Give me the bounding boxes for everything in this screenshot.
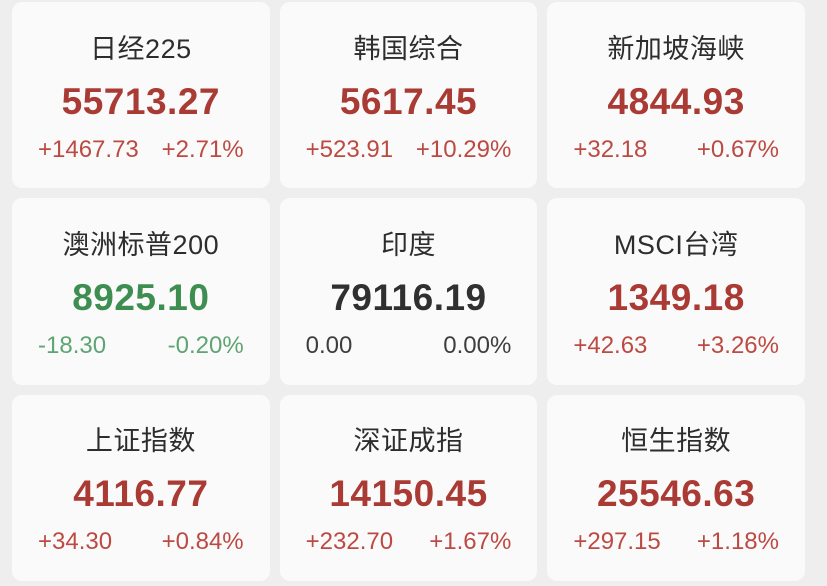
index-value: 25546.63 <box>596 473 756 515</box>
index-value: 8925.10 <box>72 276 210 318</box>
index-change-row: +34.30 +0.84% <box>12 528 270 556</box>
index-change-row: +42.63 +3.26% <box>547 332 805 360</box>
index-card-shanghai-composite[interactable]: 上证指数 4116.77 +34.30 +0.84% <box>12 394 270 581</box>
index-change-amount: 0.00 <box>305 331 353 359</box>
index-change-percent: +0.84% <box>161 528 244 556</box>
index-value: 1349.18 <box>607 276 745 318</box>
index-card-singapore-straits[interactable]: 新加坡海峡 4844.93 +32.18 +0.67% <box>547 2 805 189</box>
index-card-korea-composite[interactable]: 韩国综合 5617.45 +523.91 +10.29% <box>279 2 538 189</box>
index-change-percent: +3.26% <box>696 331 779 359</box>
index-change-percent: +2.71% <box>161 135 244 163</box>
index-change-row: -18.30 -0.20% <box>12 332 270 360</box>
index-change-amount: +232.70 <box>305 528 394 556</box>
index-value: 14150.45 <box>329 473 488 515</box>
index-change-amount: +32.18 <box>573 135 648 163</box>
index-change-amount: +1467.73 <box>38 135 139 163</box>
index-value: 4116.77 <box>73 473 209 515</box>
index-value: 5617.45 <box>339 80 478 122</box>
index-change-row: +297.15 +1.18% <box>547 528 805 556</box>
index-change-row: +232.70 +1.67% <box>280 528 538 556</box>
index-card-shenzhen-component[interactable]: 深证成指 14150.45 +232.70 +1.67% <box>279 394 538 581</box>
index-name: 上证指数 <box>85 426 196 457</box>
index-change-percent: 0.00% <box>443 331 512 359</box>
index-name: 新加坡海峡 <box>607 33 745 64</box>
index-change-percent: +0.67% <box>696 135 779 163</box>
index-change-amount: -18.30 <box>38 331 107 359</box>
index-name: 澳洲标普200 <box>62 229 220 260</box>
index-card-australia-sp200[interactable]: 澳洲标普200 8925.10 -18.30 -0.20% <box>12 198 270 385</box>
index-card-hang-seng[interactable]: 恒生指数 25546.63 +297.15 +1.18% <box>547 394 805 581</box>
index-change-percent: -0.20% <box>167 331 244 359</box>
index-name: 印度 <box>380 229 436 260</box>
index-change-amount: +523.91 <box>305 135 394 163</box>
index-name: 韩国综合 <box>353 33 464 64</box>
index-change-percent: +1.67% <box>429 528 512 556</box>
index-name: 深证成指 <box>353 426 464 457</box>
index-card-msci-taiwan[interactable]: MSCI台湾 1349.18 +42.63 +3.26% <box>547 198 805 385</box>
index-change-amount: +297.15 <box>573 528 661 556</box>
index-change-percent: +1.18% <box>696 528 779 556</box>
index-change-amount: +34.30 <box>38 528 113 556</box>
index-card-nikkei225[interactable]: 日经225 55713.27 +1467.73 +2.71% <box>12 2 270 189</box>
index-name: 日经225 <box>90 33 192 64</box>
index-value: 4844.93 <box>607 80 745 122</box>
index-change-row: 0.00 0.00% <box>280 332 538 360</box>
index-value: 79116.19 <box>330 276 487 318</box>
index-change-amount: +42.63 <box>573 331 648 359</box>
index-name: 恒生指数 <box>621 426 732 457</box>
index-change-row: +523.91 +10.29% <box>280 136 538 164</box>
index-card-india[interactable]: 印度 79116.19 0.00 0.00% <box>279 198 538 385</box>
index-value: 55713.27 <box>61 80 220 122</box>
index-change-row: +1467.73 +2.71% <box>12 136 270 164</box>
index-change-percent: +10.29% <box>415 135 512 163</box>
index-change-row: +32.18 +0.67% <box>547 136 805 164</box>
index-name: MSCI台湾 <box>613 229 739 260</box>
